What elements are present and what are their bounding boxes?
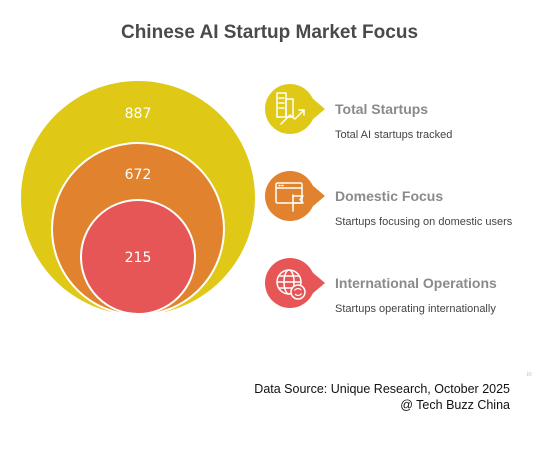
international-operations-value: 215 bbox=[125, 250, 152, 266]
page-title: Chinese AI Startup Market Focus bbox=[120, 22, 419, 43]
growth-chart-icon bbox=[265, 84, 325, 134]
international-operations-description: Startups operating internationally bbox=[335, 303, 496, 315]
domestic-focus-value: 672 bbox=[125, 167, 152, 183]
domestic-focus-title: Domestic Focus bbox=[335, 188, 444, 204]
total-startups-description: Total AI startups tracked bbox=[335, 129, 453, 141]
international-operations-title: International Operations bbox=[335, 275, 497, 291]
data-source-note: Data Source: Unique Research, October 20… bbox=[254, 381, 510, 413]
attribution-line: @ Tech Buzz China bbox=[400, 398, 510, 412]
corner-mark: in bbox=[527, 372, 532, 378]
domestic-focus-description: Startups focusing on domestic users bbox=[335, 216, 513, 228]
globe-arrows-icon bbox=[265, 258, 325, 308]
total-startups-value: 887 bbox=[125, 106, 152, 122]
window-flag-icon bbox=[265, 171, 325, 221]
international-operations-circle bbox=[80, 199, 196, 315]
total-startups-title: Total Startups bbox=[335, 101, 429, 117]
data-source-line: Data Source: Unique Research, October 20… bbox=[254, 382, 510, 396]
